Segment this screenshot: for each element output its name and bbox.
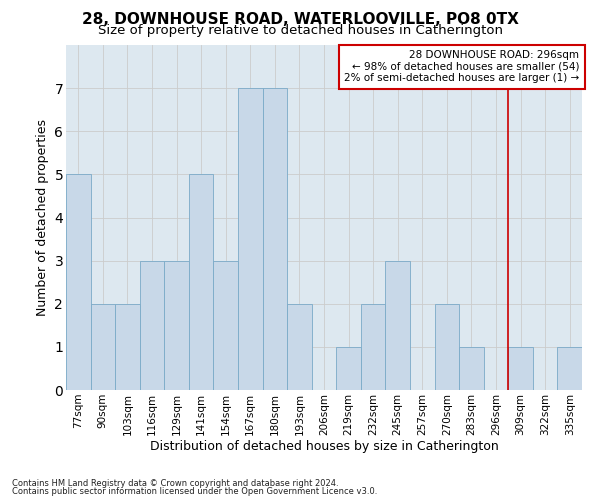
Text: Contains public sector information licensed under the Open Government Licence v3: Contains public sector information licen… bbox=[12, 487, 377, 496]
Bar bbox=[164, 260, 189, 390]
Bar bbox=[434, 304, 459, 390]
Bar bbox=[214, 260, 238, 390]
Bar bbox=[385, 260, 410, 390]
Text: 28, DOWNHOUSE ROAD, WATERLOOVILLE, PO8 0TX: 28, DOWNHOUSE ROAD, WATERLOOVILLE, PO8 0… bbox=[82, 12, 518, 28]
Text: 28 DOWNHOUSE ROAD: 296sqm
← 98% of detached houses are smaller (54)
2% of semi-d: 28 DOWNHOUSE ROAD: 296sqm ← 98% of detac… bbox=[344, 50, 580, 84]
Bar bbox=[459, 347, 484, 390]
Bar bbox=[557, 347, 582, 390]
Bar bbox=[66, 174, 91, 390]
Bar bbox=[238, 88, 263, 390]
Bar bbox=[336, 347, 361, 390]
Y-axis label: Number of detached properties: Number of detached properties bbox=[36, 119, 49, 316]
Bar bbox=[115, 304, 140, 390]
Bar bbox=[263, 88, 287, 390]
Bar bbox=[91, 304, 115, 390]
X-axis label: Distribution of detached houses by size in Catherington: Distribution of detached houses by size … bbox=[149, 440, 499, 454]
Text: Size of property relative to detached houses in Catherington: Size of property relative to detached ho… bbox=[97, 24, 503, 37]
Bar bbox=[189, 174, 214, 390]
Bar bbox=[508, 347, 533, 390]
Text: Contains HM Land Registry data © Crown copyright and database right 2024.: Contains HM Land Registry data © Crown c… bbox=[12, 479, 338, 488]
Bar bbox=[361, 304, 385, 390]
Bar bbox=[140, 260, 164, 390]
Bar bbox=[287, 304, 312, 390]
